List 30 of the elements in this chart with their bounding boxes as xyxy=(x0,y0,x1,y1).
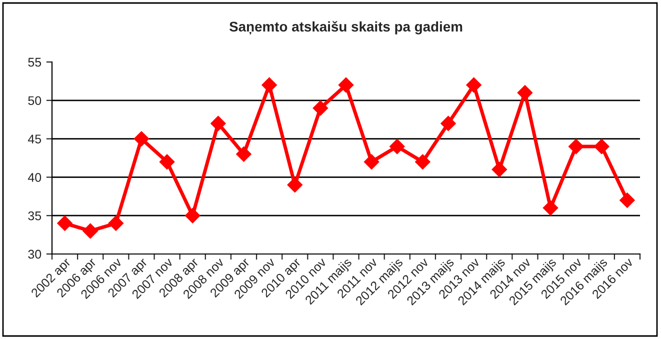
point xyxy=(364,154,380,170)
point xyxy=(492,162,507,178)
point xyxy=(568,138,584,154)
y-tick-label: 30 xyxy=(28,250,42,259)
point xyxy=(108,216,124,231)
point xyxy=(542,200,558,216)
point xyxy=(390,138,405,154)
point xyxy=(620,192,635,208)
y-tick-label: 55 xyxy=(28,58,42,67)
point xyxy=(338,77,354,93)
point xyxy=(262,77,277,93)
point xyxy=(210,116,226,132)
y-tick-label: 40 xyxy=(28,173,42,182)
point xyxy=(82,223,98,239)
y-tick-label: 45 xyxy=(28,134,42,144)
point xyxy=(57,216,72,231)
point xyxy=(517,85,533,100)
point xyxy=(236,146,252,162)
point xyxy=(287,177,302,192)
point xyxy=(440,116,456,132)
point xyxy=(312,100,328,116)
point xyxy=(594,138,610,154)
point xyxy=(134,131,150,146)
point xyxy=(159,154,175,170)
y-tick-label: 50 xyxy=(28,96,42,106)
point xyxy=(185,208,200,224)
chart-title: Saņemto atskaišu skaits pa gadiem xyxy=(229,21,462,35)
point xyxy=(466,77,482,93)
point xyxy=(415,154,430,170)
y-tick-label: 35 xyxy=(28,211,42,220)
